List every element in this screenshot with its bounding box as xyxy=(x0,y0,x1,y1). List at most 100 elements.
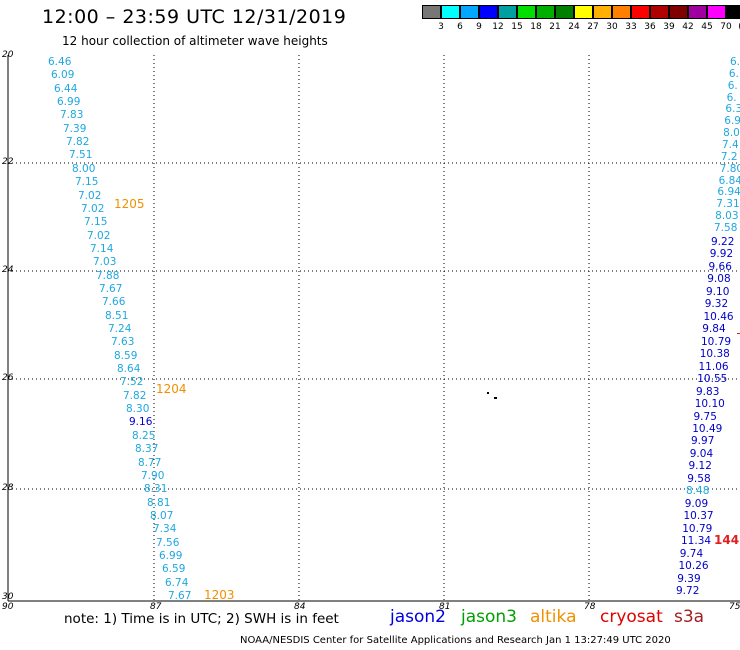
scale-swatch xyxy=(479,5,498,19)
x-label-87: 87 xyxy=(150,602,162,612)
swh-value: 9.58 xyxy=(687,472,711,485)
swh-value: 7.80 xyxy=(719,162,740,175)
swh-value: 9.10 xyxy=(706,285,730,298)
swh-value: 9.72 xyxy=(676,585,700,597)
swh-value: 8.77 xyxy=(138,456,162,469)
swh-value: 8.25 xyxy=(132,429,156,442)
y-label-28: 28 xyxy=(2,483,14,493)
x-label-75: 75 xyxy=(729,602,740,612)
swh-value: 7.67 xyxy=(168,590,192,602)
swh-value: 8.51 xyxy=(105,309,129,322)
red-tick-mark xyxy=(737,333,740,334)
legend-jason2: jason2 xyxy=(390,607,446,627)
swh-value: 8.64 xyxy=(117,363,141,376)
grid-lines xyxy=(8,55,740,601)
units-note: note: 1) Time is in UTC; 2) SWH is in fe… xyxy=(64,611,339,627)
scale-swatch xyxy=(631,5,650,19)
scale-label: 24 xyxy=(568,22,580,32)
map-subtitle: 12 hour collection of altimeter wave hei… xyxy=(62,34,328,48)
scale-label: 42 xyxy=(682,22,694,32)
swh-value: 9.32 xyxy=(704,298,729,311)
swh-value: 7.02 xyxy=(78,189,102,202)
swh-value: 8.03 xyxy=(715,210,739,223)
plot-frame xyxy=(7,55,740,602)
swh-value: 9.12 xyxy=(688,460,712,473)
swh-value: 7.63 xyxy=(111,336,135,349)
x-label-78: 78 xyxy=(584,602,596,612)
scale-label: 30 xyxy=(606,22,618,32)
swh-value: 7.66 xyxy=(102,296,126,309)
swh-value: 7.56 xyxy=(156,536,180,549)
swh-value: 7.2 xyxy=(720,150,738,163)
scale-label: 39 xyxy=(663,22,675,32)
swh-value: 10.38 xyxy=(699,348,730,361)
swh-value: 7.51 xyxy=(69,149,93,162)
swh-value: 7.24 xyxy=(108,323,132,335)
scale-swatch xyxy=(574,5,593,19)
legend-cryosat: cryosat xyxy=(600,607,663,627)
swh-value: 7.03 xyxy=(93,256,117,269)
scale-label: 12 xyxy=(492,22,504,32)
swh-value: 9.75 xyxy=(693,410,717,423)
swh-value: 10.26 xyxy=(678,560,709,573)
swh-value: 9.83 xyxy=(696,385,720,398)
swh-value: 6.44 xyxy=(54,82,78,95)
swh-value: 6. xyxy=(730,56,740,68)
scale-label: 36 xyxy=(644,22,656,32)
scale-swatch xyxy=(498,5,517,19)
swh-value: 10.10 xyxy=(694,398,725,411)
swh-value: 6.09 xyxy=(51,69,75,82)
scale-swatch xyxy=(612,5,631,19)
swh-value: 6. xyxy=(727,79,738,92)
swh-value: 10.55 xyxy=(697,373,728,386)
swh-value: 7.15 xyxy=(75,176,99,189)
swh-value: 6.99 xyxy=(57,96,81,109)
swh-value: 7.52 xyxy=(120,376,144,389)
scale-label: 6 xyxy=(457,22,463,32)
swh-value: 6. xyxy=(726,91,737,104)
swh-value: 10.49 xyxy=(692,422,723,435)
swh-value: 11.06 xyxy=(698,360,729,373)
scale-label: 33 xyxy=(625,22,637,32)
swh-value: 9.97 xyxy=(691,435,715,448)
scale-label: 15 xyxy=(511,22,523,32)
legend-altika: altika xyxy=(530,607,577,627)
swh-value: 8.0 xyxy=(723,127,740,140)
swh-value: 7.39 xyxy=(63,122,87,135)
x-label-81: 81 xyxy=(439,602,451,612)
scale-label: 27 xyxy=(587,22,599,32)
swh-value: 8.48 xyxy=(686,485,710,498)
swh-value: 10.79 xyxy=(682,522,713,535)
swh-value: 8.81 xyxy=(147,496,171,509)
scale-swatch xyxy=(688,5,707,19)
swh-value: 9.84 xyxy=(702,323,726,336)
scale-swatch xyxy=(441,5,460,19)
scale-label: 70 xyxy=(720,22,732,32)
swh-value: 7.67 xyxy=(99,282,123,295)
swh-value: 7.15 xyxy=(84,216,108,229)
pass-time-144: 144 xyxy=(714,533,740,547)
legend-jason3: jason3 xyxy=(461,607,517,627)
y-label-24: 24 xyxy=(2,265,14,275)
swh-value: 7.83 xyxy=(60,109,84,122)
swh-value: 9.09 xyxy=(684,497,709,510)
scale-swatch xyxy=(422,5,441,19)
scale-swatch xyxy=(517,5,536,19)
scale-swatch xyxy=(536,5,555,19)
swh-value: 7.58 xyxy=(714,222,738,234)
swh-value: 9.16 xyxy=(129,416,153,429)
y-label-30: 30 xyxy=(2,592,14,602)
swh-value: 8.07 xyxy=(150,509,174,522)
swh-value: 7.88 xyxy=(96,269,120,282)
swh-value: 9.39 xyxy=(677,572,701,585)
x-label-84: 84 xyxy=(294,602,306,612)
swh-value: 7.02 xyxy=(81,202,105,215)
pass-time-1204: 1204 xyxy=(156,382,187,396)
island-marker xyxy=(487,392,489,394)
pass-time-1205: 1205 xyxy=(114,197,145,211)
swh-value: 7.90 xyxy=(141,469,165,482)
swh-value: 9.04 xyxy=(689,447,714,460)
scale-swatch xyxy=(707,5,726,19)
footer-credit: NOAA/NESDIS Center for Satellite Applica… xyxy=(240,635,671,646)
scale-label: 9 xyxy=(476,22,482,32)
